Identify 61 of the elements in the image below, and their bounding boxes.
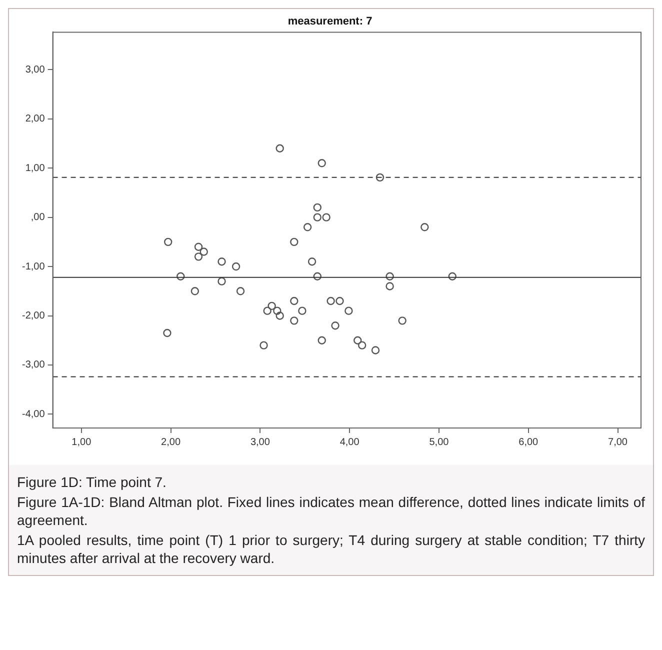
text: 1A pooled results, time point (T) 1 prior to surgery; T4 during surgery at stable condition; T7 thirty minutes after arrival at the recovery ward. [17, 531, 645, 567]
point [354, 336, 362, 344]
point [313, 272, 322, 280]
point [276, 144, 284, 152]
point [371, 346, 380, 354]
y-tick-label: -3,00 [22, 360, 46, 371]
point [200, 248, 208, 256]
point [358, 341, 366, 350]
y-tick-label: ,00 [30, 212, 46, 224]
x-tick-label: 7,00 [608, 436, 628, 448]
y-tick-label: -1,00 [22, 261, 46, 272]
point [386, 282, 394, 290]
y-tick-label: 3,00 [25, 64, 46, 76]
point [313, 203, 322, 212]
point [263, 306, 272, 315]
point [318, 159, 326, 168]
point [163, 328, 172, 338]
x-tick-label: 4,00 [340, 436, 360, 448]
x-tick-label: 6,00 [518, 436, 539, 448]
point [268, 302, 276, 310]
point [298, 306, 306, 315]
point [236, 287, 245, 296]
x-tick-label: 3,00 [250, 436, 270, 448]
y-tick-label: -2,00 [22, 310, 46, 322]
x-tick-label: 1,00 [72, 436, 92, 448]
point [308, 258, 316, 266]
x-tick-label: 2,00 [161, 436, 181, 448]
x-tick-label: 5,00 [429, 436, 450, 448]
point [273, 306, 282, 315]
point [318, 336, 326, 344]
caption: Figure 1A-1D: Bland Altman plot. Fixed lines indicates mean difference, dotted lines indicate limits of agreement. [17, 493, 645, 529]
chart-title: measurement: 7 [288, 16, 372, 28]
point [313, 213, 322, 222]
point [326, 296, 335, 306]
y-tick-label: 1,00 [25, 162, 46, 174]
caption: Figure 1D: Time point 7. [17, 473, 168, 491]
point [376, 173, 384, 182]
point [260, 341, 268, 350]
point [322, 213, 330, 222]
point [232, 262, 240, 271]
point [398, 316, 406, 325]
point [290, 296, 298, 306]
y-tick-label: -4,00 [22, 408, 46, 420]
point [386, 272, 394, 280]
point [194, 242, 203, 251]
point [164, 238, 172, 246]
point [303, 223, 312, 232]
point [194, 252, 203, 261]
point [336, 296, 344, 306]
point [448, 272, 456, 280]
point [344, 306, 353, 315]
point [276, 312, 284, 320]
point [290, 316, 298, 325]
point [290, 238, 298, 246]
point [331, 322, 340, 330]
point [176, 272, 185, 280]
point [420, 223, 429, 232]
point [190, 287, 200, 296]
point [218, 258, 226, 266]
point [218, 277, 226, 286]
y-tick-label: 2,00 [25, 114, 46, 125]
